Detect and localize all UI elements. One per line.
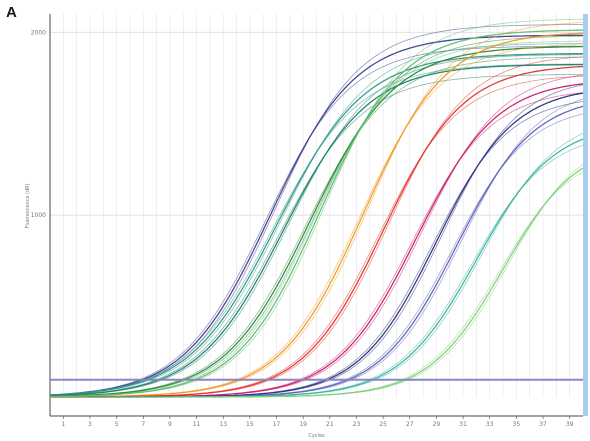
- series-lines: [49, 18, 584, 398]
- x-axis-label: Cycles: [308, 433, 325, 439]
- right-edge-band: [583, 14, 588, 416]
- x-tick-label: 19: [299, 421, 307, 428]
- x-tick-label: 29: [433, 421, 441, 428]
- x-tick-label: 23: [353, 421, 361, 428]
- x-tick-label: 35: [513, 421, 521, 428]
- x-tick-label: 13: [219, 421, 227, 428]
- x-tick-label: 7: [141, 421, 145, 428]
- series-line: [50, 163, 584, 398]
- x-tick-label: 3: [88, 421, 92, 428]
- x-tick-label: 39: [566, 421, 574, 428]
- series-line: [49, 63, 583, 397]
- y-tick-label: 1000: [31, 212, 46, 219]
- y-tick-label: 2000: [31, 29, 46, 36]
- x-tick-label: 15: [246, 421, 254, 428]
- x-tick-label: 17: [273, 421, 281, 428]
- series-line: [50, 22, 584, 398]
- series-line: [49, 18, 584, 397]
- x-tick-label: 9: [168, 421, 172, 428]
- x-tick-label: 25: [379, 421, 387, 428]
- x-tick-label: 11: [193, 421, 201, 428]
- x-tick-label: 1: [61, 421, 65, 428]
- y-axis-label: Fluorescence (dR): [25, 183, 31, 228]
- x-tick-label: 27: [406, 421, 414, 428]
- x-tick-label: 21: [326, 421, 334, 428]
- series-line: [49, 45, 583, 397]
- series-line: [49, 35, 584, 397]
- panel-label: A: [6, 4, 17, 21]
- axes: [49, 14, 588, 417]
- x-tick-label: 31: [459, 421, 467, 428]
- series-line: [49, 54, 584, 397]
- grid-lines: [50, 14, 583, 398]
- x-tick-label: 33: [486, 421, 494, 428]
- x-tick-label: 5: [115, 421, 119, 428]
- x-tick-label: 37: [539, 421, 547, 428]
